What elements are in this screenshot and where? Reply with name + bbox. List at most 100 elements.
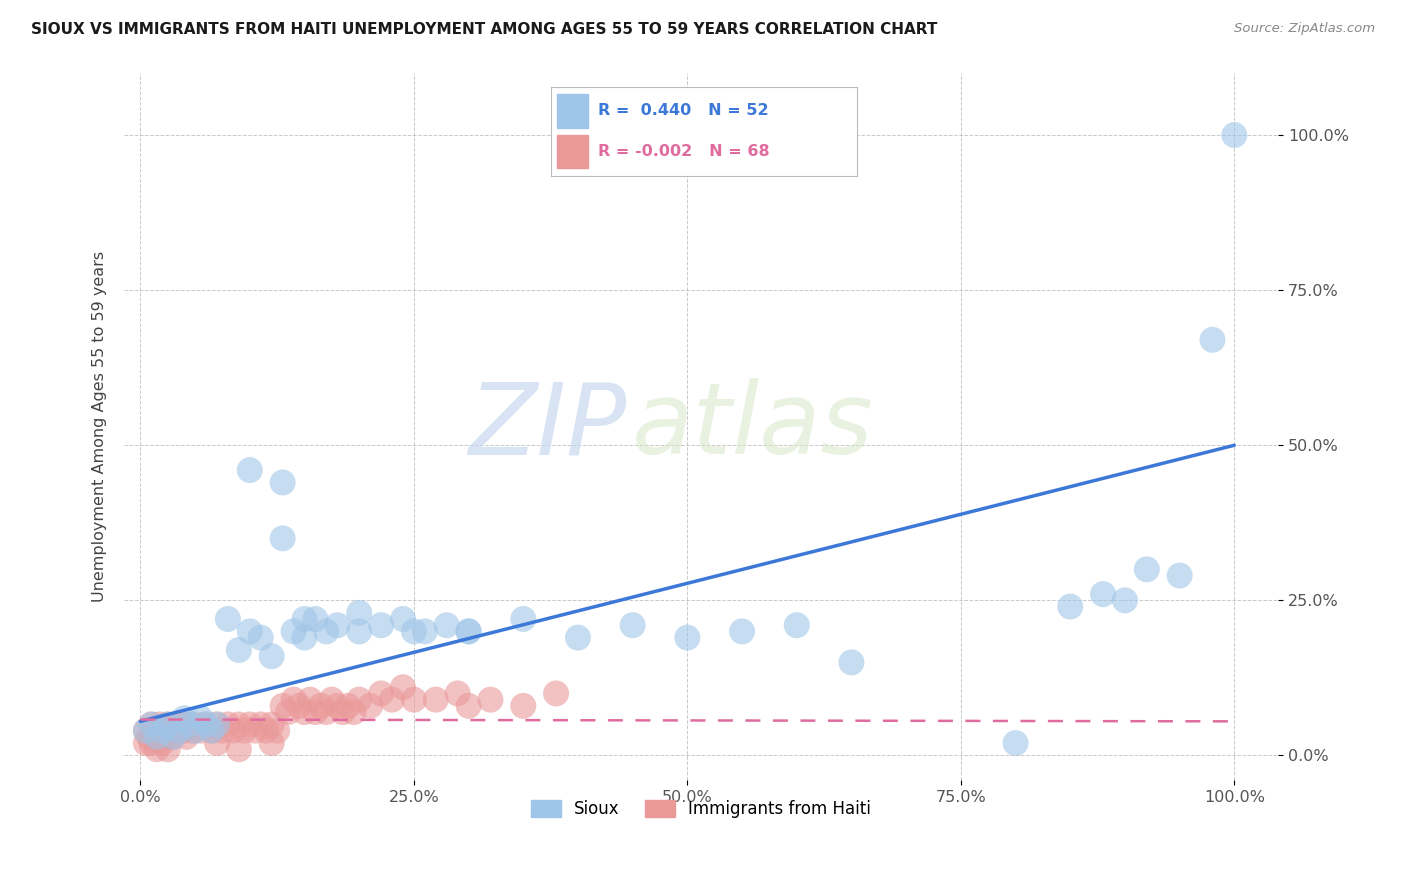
Point (205, 717, 228, 731)
Point (304, 705, 326, 719)
Point (228, 742, 250, 756)
Point (211, 723, 233, 738)
Point (170, 717, 193, 731)
Point (217, 612, 239, 626)
Point (156, 717, 179, 731)
Point (146, 742, 169, 756)
Point (245, 723, 267, 738)
Point (167, 723, 190, 738)
Point (1168, 568, 1191, 582)
Point (271, 698, 294, 713)
Point (184, 723, 207, 738)
Point (567, 631, 589, 645)
Point (359, 698, 381, 713)
Point (181, 723, 204, 738)
Point (141, 717, 163, 731)
Point (167, 723, 190, 738)
Point (200, 723, 222, 738)
Point (457, 624, 479, 639)
Point (150, 736, 173, 750)
Point (217, 717, 239, 731)
Point (141, 717, 163, 731)
Point (195, 717, 218, 731)
Point (233, 723, 256, 738)
Point (1114, 593, 1136, 607)
Point (179, 717, 201, 731)
Point (283, 624, 305, 639)
Point (135, 723, 157, 738)
Point (190, 723, 212, 738)
Point (228, 717, 250, 731)
Point (446, 686, 468, 700)
Point (343, 705, 366, 719)
Point (249, 717, 271, 731)
Point (436, 618, 458, 632)
Point (260, 649, 283, 664)
Point (512, 698, 534, 713)
Point (347, 692, 370, 706)
Point (239, 624, 262, 639)
Point (150, 723, 173, 738)
Point (179, 717, 201, 731)
Point (184, 717, 207, 731)
Point (457, 624, 479, 639)
Point (315, 624, 337, 639)
Point (205, 736, 228, 750)
Point (392, 680, 415, 694)
Point (205, 717, 228, 731)
Point (370, 618, 392, 632)
Point (294, 631, 316, 645)
Point (176, 730, 198, 744)
Point (309, 698, 332, 713)
Point (315, 705, 337, 719)
Point (173, 711, 195, 725)
Text: atlas: atlas (631, 378, 873, 475)
Point (298, 692, 321, 706)
Point (731, 624, 754, 639)
Point (1136, 562, 1159, 576)
Point (135, 723, 157, 738)
Point (149, 717, 172, 731)
Point (173, 723, 195, 738)
Point (153, 730, 176, 744)
Point (254, 723, 277, 738)
Point (135, 736, 157, 750)
Point (190, 711, 212, 725)
Point (1223, 128, 1246, 142)
Point (249, 631, 271, 645)
Point (266, 723, 288, 738)
Legend: Sioux, Immigrants from Haiti: Sioux, Immigrants from Haiti (524, 794, 877, 825)
Point (200, 723, 222, 738)
Y-axis label: Unemployment Among Ages 55 to 59 years: Unemployment Among Ages 55 to 59 years (93, 251, 107, 602)
Text: ZIP: ZIP (468, 378, 626, 475)
Point (271, 475, 294, 490)
Point (413, 624, 436, 639)
Point (841, 656, 863, 670)
Point (195, 717, 218, 731)
Point (142, 723, 165, 738)
Point (165, 717, 187, 731)
Point (239, 463, 262, 477)
Point (277, 705, 299, 719)
Point (402, 624, 425, 639)
Point (457, 698, 479, 713)
Point (347, 606, 370, 620)
Point (146, 730, 169, 744)
Point (271, 532, 294, 546)
Point (402, 692, 425, 706)
Text: Source: ZipAtlas.com: Source: ZipAtlas.com (1234, 22, 1375, 36)
Point (160, 723, 183, 738)
Point (326, 698, 349, 713)
Point (156, 717, 179, 731)
Text: SIOUX VS IMMIGRANTS FROM HAITI UNEMPLOYMENT AMONG AGES 55 TO 59 YEARS CORRELATIO: SIOUX VS IMMIGRANTS FROM HAITI UNEMPLOYM… (31, 22, 938, 37)
Point (786, 618, 808, 632)
Point (141, 736, 163, 750)
Point (288, 698, 311, 713)
Point (347, 624, 370, 639)
Point (150, 723, 173, 738)
Point (239, 717, 262, 731)
Point (222, 723, 245, 738)
Point (1059, 599, 1081, 614)
Point (332, 705, 354, 719)
Point (381, 692, 404, 706)
